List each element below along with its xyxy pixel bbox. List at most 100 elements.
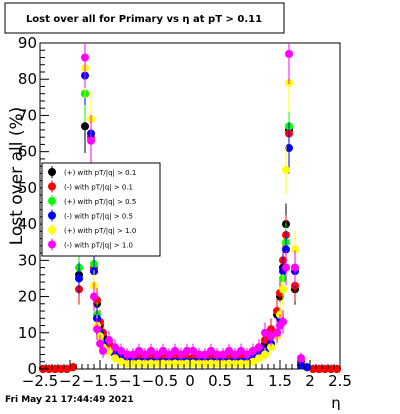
data-point bbox=[189, 346, 197, 355]
data-point bbox=[171, 346, 179, 355]
data-point bbox=[141, 359, 149, 368]
data-point bbox=[123, 359, 131, 368]
x-tick-label: 0.5 bbox=[208, 372, 232, 390]
data-point bbox=[135, 359, 143, 368]
data-point bbox=[57, 365, 65, 373]
data-point bbox=[267, 332, 275, 341]
y-tick-label: 60 bbox=[18, 143, 37, 161]
data-point bbox=[285, 49, 293, 58]
data-point bbox=[153, 359, 161, 368]
data-point bbox=[255, 343, 263, 352]
x-axis-label: η bbox=[331, 394, 341, 410]
data-point bbox=[159, 359, 167, 368]
data-point bbox=[231, 359, 239, 368]
data-point bbox=[273, 328, 281, 337]
data-point bbox=[171, 359, 179, 368]
data-point bbox=[225, 359, 233, 368]
data-point bbox=[111, 354, 119, 363]
series-5 bbox=[81, 43, 305, 364]
y-tick-label: 20 bbox=[18, 288, 37, 306]
x-tick-label: −1 bbox=[119, 372, 141, 390]
data-point bbox=[309, 365, 317, 373]
data-point bbox=[213, 350, 221, 359]
data-point bbox=[183, 346, 191, 355]
data-point bbox=[165, 350, 173, 359]
x-tick-label: 1 bbox=[245, 372, 255, 390]
legend-marker bbox=[48, 226, 56, 234]
data-point bbox=[189, 359, 197, 368]
data-point bbox=[117, 346, 125, 355]
chart-title: Lost over all for Primary vs η at pT > 0… bbox=[26, 14, 262, 25]
data-point bbox=[159, 346, 167, 355]
data-point bbox=[87, 136, 95, 145]
legend-label: (+) with pT/|q| > 1.0 bbox=[64, 227, 136, 235]
data-point bbox=[297, 354, 305, 363]
x-tick-label: 2.5 bbox=[328, 372, 352, 390]
data-point bbox=[207, 346, 215, 355]
data-points bbox=[39, 43, 341, 373]
title-box: Lost over all for Primary vs η at pT > 0… bbox=[4, 2, 285, 34]
legend-label: (-) with pT/|q| > 1.0 bbox=[64, 242, 133, 250]
data-point bbox=[99, 346, 107, 355]
x-tick-label: −0.5 bbox=[142, 372, 178, 390]
data-point bbox=[255, 354, 263, 363]
data-point bbox=[261, 328, 269, 337]
axes: −2.5 −2 −1.5 −1 −0.5 0 0.5 1 1.5 2 2.5 0 10 20 30 40 50 6… bbox=[18, 34, 352, 390]
data-point bbox=[123, 350, 131, 359]
x-tick-label: 1.5 bbox=[268, 372, 292, 390]
y-tick-label: 30 bbox=[18, 251, 37, 269]
data-point bbox=[81, 53, 89, 62]
timestamp: Fri May 21 17:44:49 2021 bbox=[5, 395, 134, 405]
x-tick-label: −1.5 bbox=[82, 372, 118, 390]
data-point bbox=[183, 359, 191, 368]
data-point bbox=[201, 359, 209, 368]
legend-marker bbox=[48, 211, 56, 220]
data-point bbox=[279, 317, 287, 326]
data-point bbox=[93, 325, 101, 334]
data-point bbox=[129, 359, 137, 368]
data-point bbox=[219, 350, 227, 359]
data-point bbox=[51, 365, 59, 373]
data-point bbox=[105, 336, 113, 345]
data-point bbox=[195, 350, 203, 359]
data-point bbox=[261, 350, 269, 359]
data-point bbox=[117, 357, 125, 366]
data-point bbox=[201, 350, 209, 359]
data-point bbox=[141, 350, 149, 359]
data-point bbox=[282, 263, 290, 272]
data-point bbox=[147, 359, 155, 368]
data-point bbox=[177, 359, 185, 368]
data-point bbox=[147, 346, 155, 355]
legend-label: (+) with pT/|q| > 0.1 bbox=[64, 169, 136, 177]
x-tick-label: 0 bbox=[185, 372, 195, 390]
data-point bbox=[243, 359, 251, 368]
data-point bbox=[135, 346, 143, 355]
y-tick-label: 40 bbox=[18, 215, 37, 233]
data-point bbox=[333, 365, 341, 373]
legend-box bbox=[41, 162, 161, 257]
data-point bbox=[291, 245, 299, 254]
data-point bbox=[225, 346, 233, 355]
legend: (+) with pT/|q| > 0.1 (-) with pT/|q| > 0… bbox=[41, 162, 161, 257]
data-point bbox=[219, 359, 227, 368]
data-point bbox=[237, 346, 245, 355]
data-point bbox=[327, 365, 335, 373]
data-point bbox=[282, 165, 290, 174]
data-point bbox=[291, 263, 299, 272]
data-point bbox=[213, 359, 221, 368]
data-point bbox=[267, 343, 275, 352]
data-point bbox=[237, 359, 245, 368]
data-point bbox=[279, 285, 287, 294]
y-tick-label: 90 bbox=[18, 34, 37, 52]
data-point bbox=[129, 350, 137, 359]
data-point bbox=[243, 350, 251, 359]
y-tick-label: 50 bbox=[18, 179, 37, 197]
data-point bbox=[249, 346, 257, 355]
x-tick-label: −2.5 bbox=[22, 372, 58, 390]
data-point bbox=[153, 350, 161, 359]
data-point bbox=[81, 122, 89, 131]
data-point bbox=[282, 245, 290, 254]
legend-marker bbox=[48, 168, 56, 176]
